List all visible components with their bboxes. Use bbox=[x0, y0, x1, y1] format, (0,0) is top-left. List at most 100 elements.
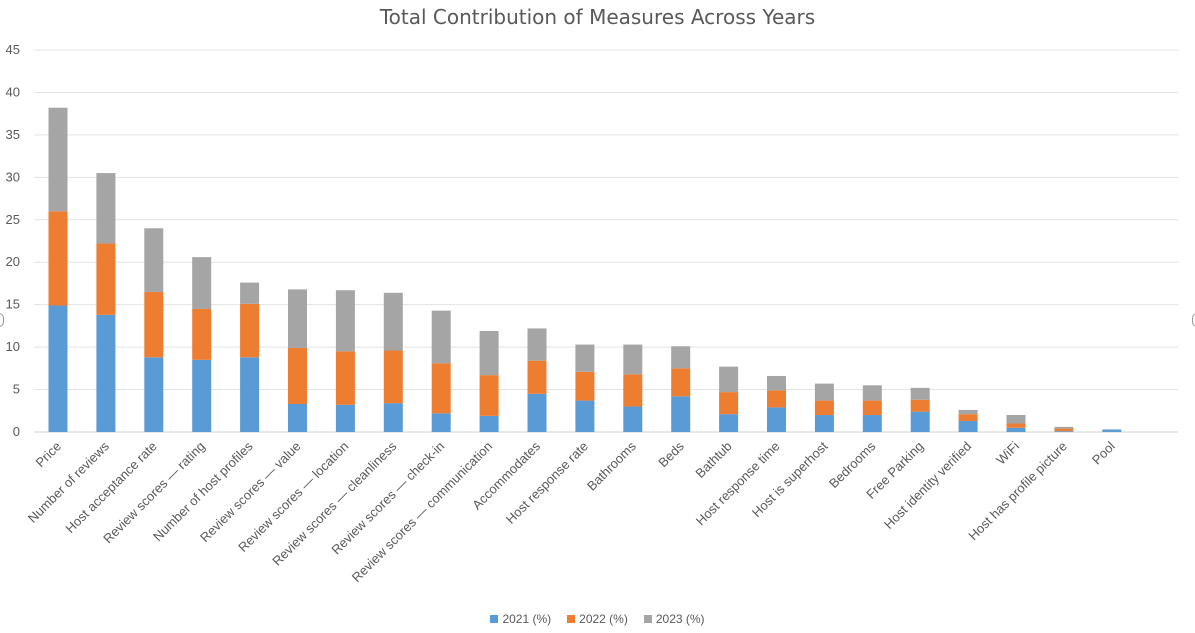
bar-segment-2021 bbox=[335, 404, 355, 432]
bar-segment-2021 bbox=[623, 406, 643, 432]
bar-segment-2023 bbox=[335, 290, 355, 352]
bar-segment-2022 bbox=[96, 243, 116, 315]
bar-segment-2023 bbox=[144, 228, 164, 292]
bar-segment-2022 bbox=[575, 371, 595, 401]
bar-segment-2021 bbox=[767, 407, 786, 432]
bar-segment-2022 bbox=[431, 363, 451, 414]
legend-swatch bbox=[567, 615, 576, 623]
bar-segment-2022 bbox=[767, 390, 786, 408]
y-tick-label: 25 bbox=[6, 212, 20, 227]
legend-label: 2022 (%) bbox=[579, 612, 628, 626]
bar-segment-2021 bbox=[671, 396, 691, 432]
bar-segment-2021 bbox=[192, 359, 212, 432]
bar-segment-2022 bbox=[527, 360, 547, 394]
bar-segment-2022 bbox=[862, 400, 882, 416]
bar-segment-2022 bbox=[910, 399, 930, 412]
bar-segment-2022 bbox=[192, 308, 212, 360]
bar-segment-2021 bbox=[479, 415, 499, 432]
bar-segment-2023 bbox=[192, 257, 212, 309]
y-tick-label: 40 bbox=[6, 84, 20, 99]
bar-segment-2022 bbox=[958, 414, 978, 421]
bar-segment-2023 bbox=[1054, 426, 1074, 429]
bar-segment-2021 bbox=[431, 413, 451, 432]
legend-label: 2023 (%) bbox=[655, 612, 705, 626]
legend-item: 2023 (%) bbox=[643, 612, 705, 626]
bar-segment-2021 bbox=[383, 403, 403, 432]
x-tick-label: Beds bbox=[655, 438, 687, 470]
bar-segment-2023 bbox=[958, 409, 978, 415]
bar-segment-2021 bbox=[1102, 429, 1122, 432]
legend-item: 2021 (%) bbox=[490, 612, 551, 626]
bar-segment-2023 bbox=[383, 292, 403, 351]
y-tick-label: 35 bbox=[6, 127, 20, 142]
bar-segment-2023 bbox=[767, 375, 786, 391]
legend-swatch bbox=[490, 615, 499, 623]
y-tick-label: 45 bbox=[6, 42, 20, 57]
bar-segment-2021 bbox=[1006, 427, 1026, 432]
bar-segment-2021 bbox=[288, 403, 307, 432]
bar-segment-2023 bbox=[862, 385, 882, 401]
bar-segment-2023 bbox=[527, 328, 547, 361]
bar-segment-2023 bbox=[288, 289, 307, 348]
bar-segment-2021 bbox=[527, 393, 547, 432]
chart-title: Total Contribution of Measures Across Ye… bbox=[379, 5, 816, 29]
bar-segment-2021 bbox=[144, 357, 164, 432]
y-tick-label: 10 bbox=[6, 339, 20, 354]
x-tick-label: Price bbox=[33, 439, 65, 471]
bar-segment-2023 bbox=[910, 387, 930, 400]
bar-segment-2022 bbox=[48, 211, 68, 306]
bar-segment-2021 bbox=[719, 414, 739, 432]
bar-segment-2022 bbox=[240, 303, 260, 358]
x-tick-label: Bathrooms bbox=[584, 438, 639, 493]
y-tick-label: 5 bbox=[13, 382, 20, 397]
y-tick-label: 20 bbox=[6, 254, 20, 269]
bar-segment-2022 bbox=[719, 392, 739, 415]
bar-segment-2023 bbox=[431, 310, 451, 364]
y-tick-label: 0 bbox=[13, 424, 20, 439]
x-tick-label: Host response time bbox=[693, 439, 783, 529]
bar-segment-2023 bbox=[671, 346, 691, 369]
bar-segment-2023 bbox=[623, 344, 643, 375]
x-tick-label: Bathtub bbox=[692, 439, 734, 481]
x-tick-label: WiFi bbox=[993, 438, 1022, 467]
legend-item: 2022 (%) bbox=[567, 612, 628, 626]
bar-segment-2021 bbox=[958, 420, 978, 432]
x-tick-label: Host response rate bbox=[503, 439, 591, 527]
bar-segment-2022 bbox=[814, 400, 834, 416]
bar-segment-2022 bbox=[1054, 428, 1074, 432]
bar-segment-2021 bbox=[48, 305, 68, 432]
bar-segment-2021 bbox=[240, 357, 260, 432]
bar-segment-2021 bbox=[910, 411, 930, 432]
bar-segment-2023 bbox=[240, 282, 260, 304]
y-tick-label: 15 bbox=[6, 297, 20, 312]
bar-segment-2022 bbox=[144, 291, 164, 358]
bar-segment-2021 bbox=[814, 415, 834, 432]
bar-segment-2022 bbox=[383, 350, 403, 404]
bar-segment-2021 bbox=[1054, 431, 1074, 432]
bar-segment-2023 bbox=[96, 173, 116, 244]
x-tick-label: Number of reviews bbox=[25, 438, 113, 526]
bar-segment-2023 bbox=[1006, 415, 1026, 424]
bar-segment-2022 bbox=[623, 374, 643, 407]
chart-legend: 2021 (%) 2022 (%) 2023 (%) bbox=[0, 612, 1195, 626]
x-tick-label: Pool bbox=[1089, 438, 1118, 467]
bar-segment-2023 bbox=[479, 330, 499, 376]
y-tick-label: 30 bbox=[6, 169, 20, 184]
x-tick-label: Host acceptance rate bbox=[62, 439, 159, 536]
bar-segment-2022 bbox=[335, 351, 355, 405]
bar-segment-2021 bbox=[862, 415, 882, 432]
x-tick-label: Host has profile picture bbox=[965, 439, 1070, 544]
bar-segment-2022 bbox=[1006, 423, 1026, 428]
bar-segment-2022 bbox=[479, 375, 499, 416]
bar-segment-2023 bbox=[575, 344, 595, 372]
bar-segment-2022 bbox=[288, 347, 307, 404]
legend-swatch bbox=[643, 615, 652, 623]
legend-label: 2021 (%) bbox=[502, 612, 552, 626]
bar-segment-2021 bbox=[575, 400, 595, 432]
bar-segment-2023 bbox=[719, 366, 739, 393]
bar-segment-2022 bbox=[671, 368, 691, 397]
x-tick-label: Host identity verified bbox=[881, 439, 974, 532]
bar-segment-2023 bbox=[814, 383, 834, 401]
